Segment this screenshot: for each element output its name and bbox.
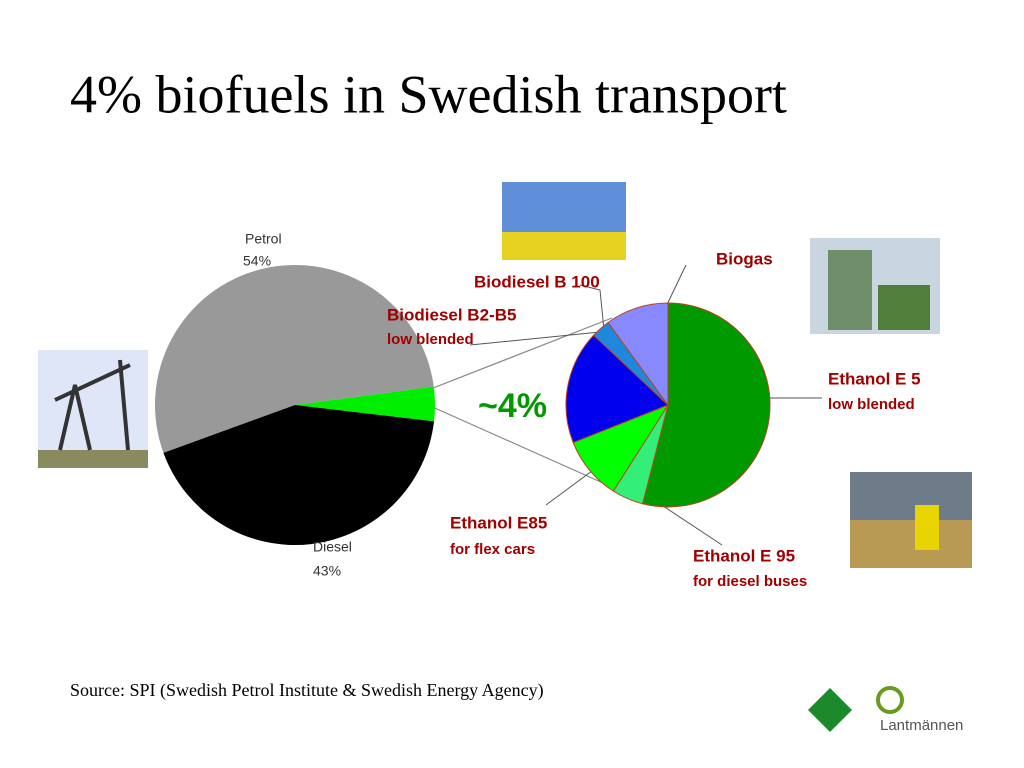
connector-lines	[427, 317, 613, 488]
slice-sublabel: low blended	[828, 396, 915, 413]
value-label: 43%	[313, 563, 341, 579]
slice-sublabel: for diesel buses	[693, 573, 807, 590]
pie-slice	[565, 334, 669, 444]
slice-label: Petrol	[245, 231, 282, 247]
value-label: ~4%	[478, 387, 547, 425]
logos: Lantmännen	[808, 686, 963, 734]
slice-label: Ethanol E85	[450, 513, 547, 532]
biogas-plant-picture	[810, 238, 940, 334]
slide-title: 4% biofuels in Swedish transport	[70, 64, 787, 124]
slice-label: Diesel	[313, 539, 352, 555]
ethanol-pump-field-picture	[850, 472, 972, 568]
logo-text: Lantmännen	[880, 717, 963, 734]
slice-label: Biodiesel B 100	[474, 272, 600, 291]
slice-label: Ethanol E 95	[693, 546, 795, 565]
slice-sublabel: for flex cars	[450, 541, 535, 558]
slice-label: Biodiesel B2-B5	[387, 305, 516, 324]
rapeseed-field-picture	[502, 182, 626, 260]
leader-lines	[469, 264, 822, 546]
slice-label: Biogas	[716, 249, 773, 268]
pie-slice	[642, 302, 771, 508]
slice-label: Ethanol E 5	[828, 369, 921, 388]
pie-slice	[295, 386, 435, 422]
pie-slice	[607, 302, 669, 407]
slice-sublabel: low blended	[387, 331, 474, 348]
pie-slice	[163, 405, 435, 545]
source-note: Source: SPI (Swedish Petrol Institute & …	[70, 680, 544, 701]
value-label: 54%	[243, 253, 271, 269]
oil-pump-picture	[38, 350, 148, 468]
pie-slice	[154, 264, 434, 453]
